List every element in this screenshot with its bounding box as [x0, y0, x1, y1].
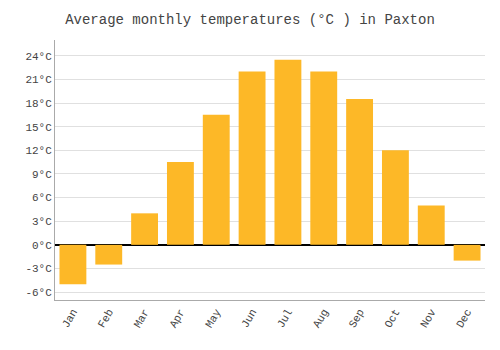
svg-text:3°C: 3°C — [32, 216, 52, 228]
svg-text:Apr: Apr — [167, 307, 187, 330]
svg-text:-3°C: -3°C — [25, 263, 52, 275]
svg-text:-6°C: -6°C — [25, 287, 52, 299]
svg-text:Jan: Jan — [60, 307, 80, 330]
svg-text:Oct: Oct — [382, 307, 402, 330]
svg-text:Average monthly temperatures (: Average monthly temperatures (°C ) in Pa… — [65, 12, 435, 28]
svg-text:12°C: 12°C — [25, 145, 52, 157]
svg-text:Jun: Jun — [239, 307, 259, 330]
svg-text:9°C: 9°C — [32, 169, 52, 181]
svg-text:Sep: Sep — [347, 307, 367, 330]
svg-text:Jul: Jul — [275, 307, 295, 330]
svg-text:Nov: Nov — [418, 307, 438, 330]
svg-text:15°C: 15°C — [25, 122, 52, 134]
svg-text:18°C: 18°C — [25, 98, 52, 110]
svg-text:Dec: Dec — [454, 307, 474, 330]
svg-text:0°C: 0°C — [32, 240, 52, 252]
svg-text:Aug: Aug — [311, 307, 331, 330]
svg-text:Feb: Feb — [96, 307, 116, 330]
svg-text:Mar: Mar — [132, 307, 152, 330]
svg-text:May: May — [203, 307, 223, 330]
svg-text:21°C: 21°C — [25, 74, 52, 86]
svg-text:24°C: 24°C — [25, 51, 52, 63]
svg-text:6°C: 6°C — [32, 192, 52, 204]
